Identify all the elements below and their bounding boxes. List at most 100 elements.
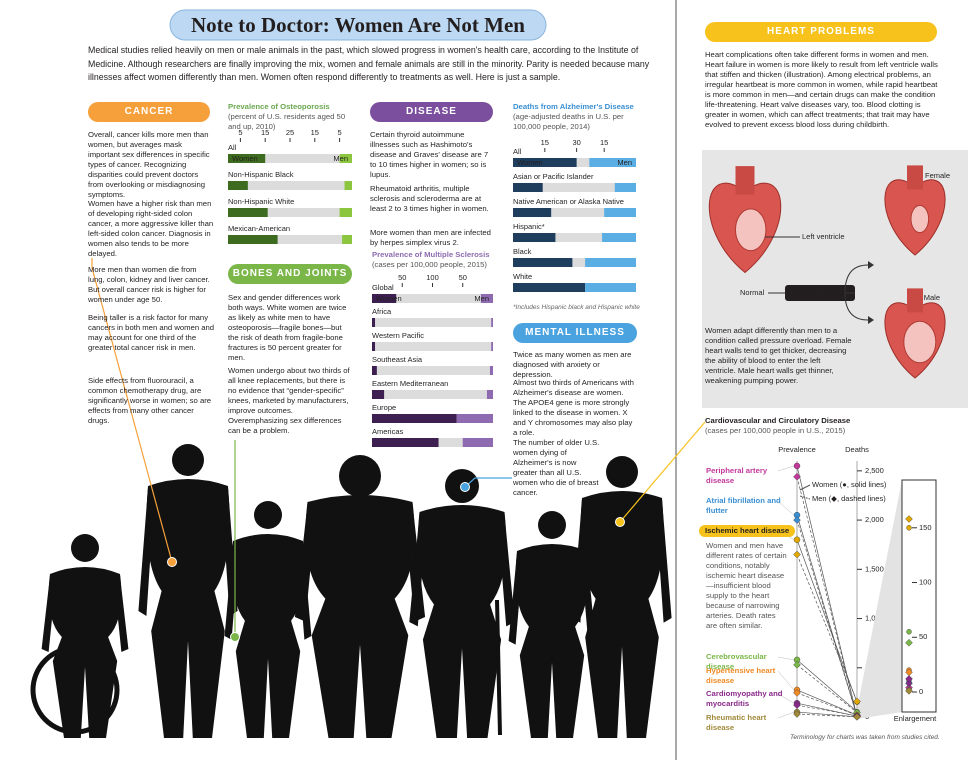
men-bar (342, 235, 352, 244)
bar-track (513, 233, 636, 242)
bar-track (372, 366, 493, 375)
men-prevalence-dot (793, 661, 801, 669)
paragraph: Sex and gender differences work both way… (228, 293, 347, 362)
legend-label: Women (232, 154, 258, 163)
tick-label: 0 (919, 687, 923, 696)
chart-title: Prevalence of Multiple Sclerosis (cases … (372, 250, 497, 270)
tick-label: 50 (459, 273, 467, 282)
aorta (907, 288, 923, 313)
tick-label: 100 (919, 578, 932, 587)
tick-label: 50 (919, 632, 927, 641)
bar-track (228, 208, 352, 217)
men-line (796, 704, 858, 717)
paragraph: Overall, cancer kills more men than wome… (88, 130, 210, 199)
chart-subtitle: (percent of U.S. residents aged 50 and u… (228, 112, 346, 131)
section-heading: CANCER (88, 102, 210, 122)
row-label: All (513, 147, 522, 156)
men-bar (491, 318, 493, 327)
label: Enlargement (894, 714, 937, 723)
bar-track (372, 294, 493, 303)
row-label: All (228, 143, 237, 152)
women-bar (513, 208, 552, 217)
silhouette-head (538, 511, 566, 539)
legend-label: Women (376, 294, 402, 303)
women-prevalence-dot (793, 462, 801, 470)
row-label: Black (513, 247, 532, 256)
row-label: Eastern Mediterranean (372, 379, 448, 388)
aorta (907, 165, 923, 190)
row-label: Global (372, 283, 394, 292)
bar-track (228, 235, 352, 244)
label: Pressure overload (787, 288, 853, 297)
women-line (796, 465, 858, 717)
title-pill (169, 9, 547, 41)
legend-label: Men (474, 294, 489, 303)
women-deaths-zoom (906, 525, 912, 531)
section-heading: HEART PROBLEMS (705, 22, 937, 42)
chart-title: Cardiovascular and Circulatory Disease (c… (705, 416, 895, 436)
bar-track (228, 154, 352, 163)
callout-dot (167, 557, 177, 567)
paragraph: Women have a higher risk than men of dev… (88, 199, 214, 258)
men-line (796, 692, 858, 716)
leader (777, 670, 795, 691)
men-line (796, 476, 858, 717)
row-label: Africa (372, 307, 392, 316)
section-heading: MENTAL ILLNESS (513, 323, 637, 343)
row-label: Mexican-American (228, 224, 290, 233)
women-bar (372, 294, 397, 303)
men-line (796, 664, 858, 713)
chart-title: Deaths from Alzheimer's Disease (age-adj… (513, 102, 640, 132)
leader (777, 500, 795, 516)
silhouette-arms (294, 504, 426, 622)
women-line (796, 659, 858, 712)
tick-label: 15 (541, 138, 549, 147)
men-prevalence-dot (793, 472, 801, 481)
label: Male (924, 293, 940, 302)
paragraph: More men than women die from lung, colon… (88, 265, 210, 304)
men-bar (486, 390, 493, 399)
legend-line (799, 484, 811, 491)
men-bar (589, 158, 636, 167)
men-deaths-zoom (905, 515, 913, 523)
bar-track (372, 342, 493, 351)
footnote: *Includes Hispanic black and Hispanic wh… (513, 304, 640, 311)
footnote: Terminology for charts was taken from st… (790, 734, 940, 741)
callout-dot (615, 517, 625, 527)
silhouette-body (515, 544, 589, 738)
men-prevalence-dot (793, 550, 801, 559)
tick-label: 5 (238, 128, 242, 137)
legend-line (799, 495, 811, 500)
legend-label: Women (517, 158, 543, 167)
ventricle (735, 208, 767, 252)
women-bar (228, 181, 248, 190)
row-label: Southeast Asia (372, 355, 423, 364)
ventricle (903, 320, 937, 364)
row-label: Hispanic* (513, 222, 545, 231)
silhouette-head (172, 444, 204, 476)
men-bar (585, 283, 636, 292)
women-bar (372, 318, 376, 327)
men-bar (491, 342, 493, 351)
women-bar (228, 154, 266, 163)
bar-track (228, 181, 352, 190)
silhouette-body (146, 479, 230, 738)
women-line (796, 689, 858, 716)
women-bar (513, 158, 577, 167)
women-bar (372, 390, 385, 399)
silhouette-head (339, 455, 381, 497)
chart-title: Prevalence of Osteoporosis (228, 102, 330, 111)
paragraph: The number of older U.S. women dying of … (513, 438, 600, 497)
disease-label: Cardiomyopathy and myocarditis (706, 689, 783, 708)
arrow-head (868, 261, 874, 324)
women-bar (372, 414, 457, 423)
caption: Women adapt differently than men to a co… (705, 326, 852, 385)
silhouette-arms (409, 514, 515, 627)
tick-label: 2,000 (865, 515, 884, 524)
chart-title: Deaths from Alzheimer's Disease (513, 102, 634, 111)
men-prevalence-dot (793, 516, 801, 524)
tick-label: 150 (919, 523, 932, 532)
leader (777, 693, 795, 704)
disease-label: Atrial fibrillation and flutter (706, 496, 781, 515)
men-deaths-zoom (905, 638, 913, 647)
